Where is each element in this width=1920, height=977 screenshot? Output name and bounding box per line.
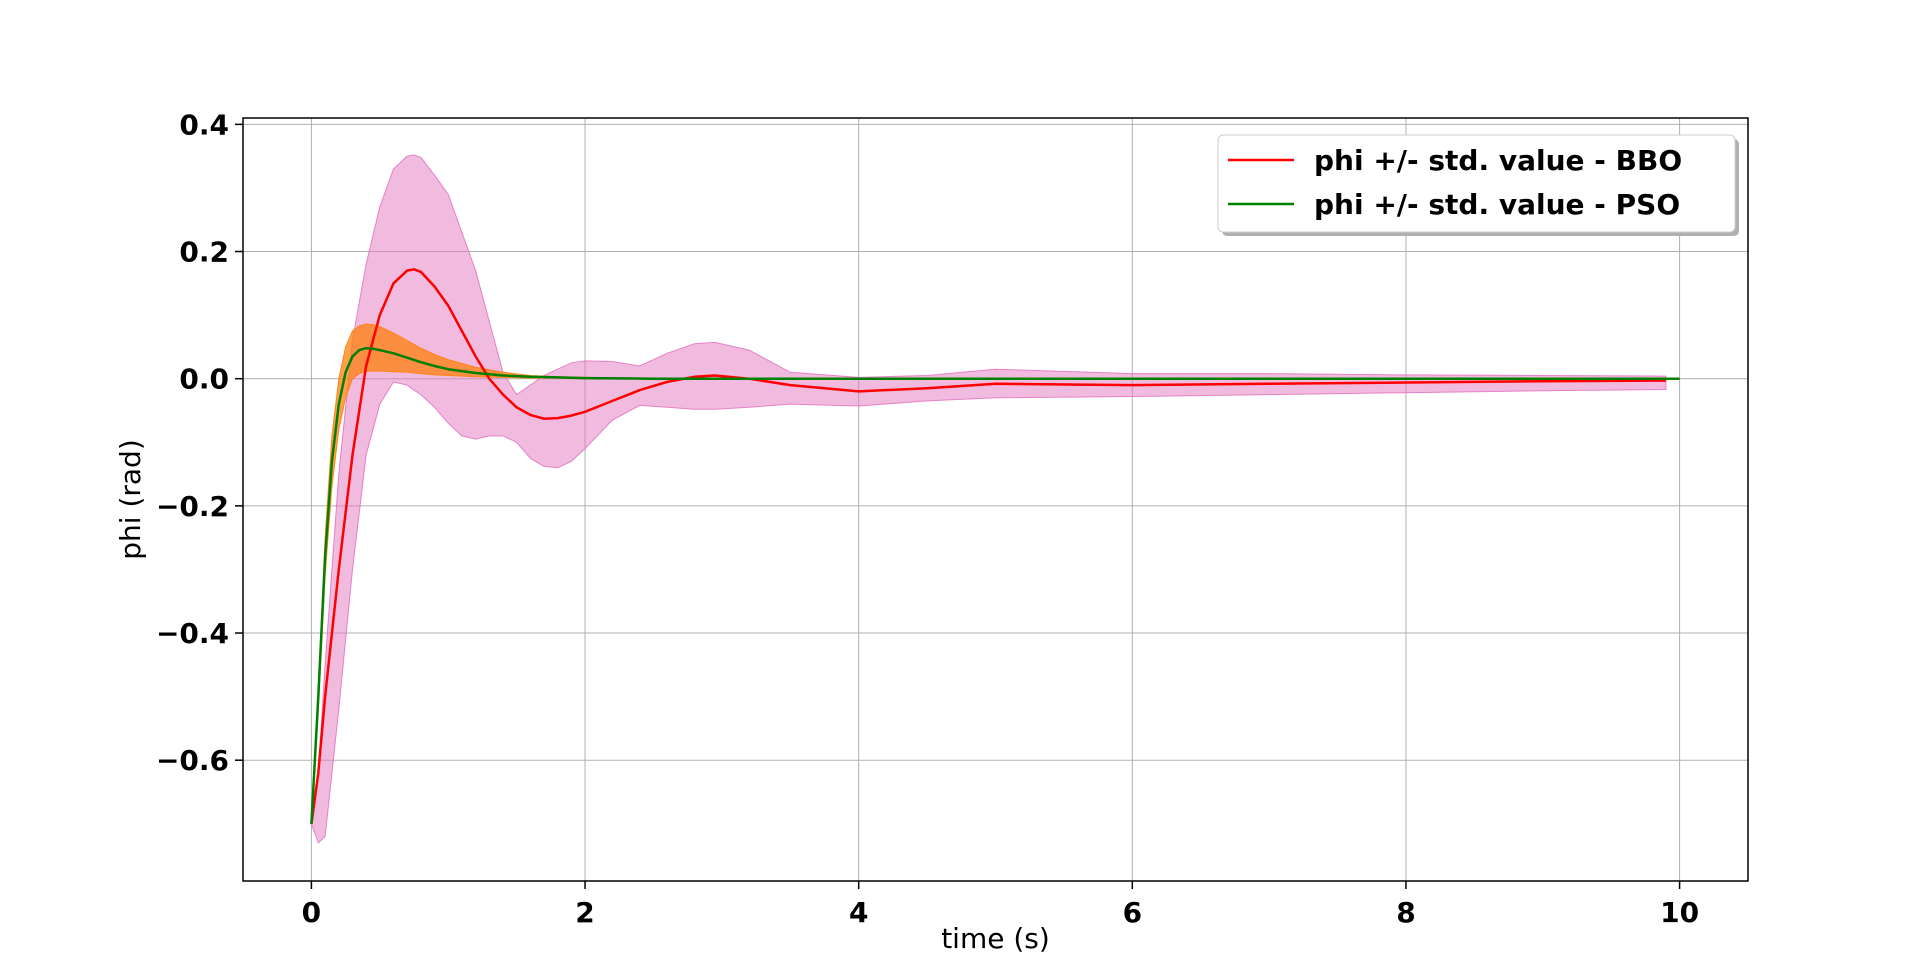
legend-box [1217,134,1736,233]
x-axis-label: time (s) [941,922,1050,955]
legend-label-bbo: phi +/- std. value - BBO [1314,144,1682,177]
std-bands [310,154,1681,844]
y-axis-ticks: −0.6 −0.4 −0.2 0.0 0.2 0.4 [156,108,243,777]
series-lines [310,268,1680,824]
legend-label-pso: phi +/- std. value - PSO [1314,188,1680,221]
y-tick-label-3: 0.0 [179,363,229,396]
x-tick-label-2: 4 [849,896,868,929]
plot-frame [242,117,1749,882]
x-tick-label-1: 2 [575,896,594,929]
y-axis-label: phi (rad) [114,439,147,560]
y-tick-label-0: −0.6 [156,744,229,777]
std-band-bbo [310,154,1667,844]
series-line-bbo [310,268,1666,824]
x-axis-ticks: 0 2 4 6 8 10 [302,881,1699,929]
y-tick-label-5: 0.4 [179,108,229,141]
x-tick-label-0: 0 [302,896,321,929]
x-tick-label-5: 10 [1660,896,1699,929]
series-line-pso [310,346,1680,824]
x-tick-label-3: 6 [1123,896,1142,929]
y-tick-label-4: 0.2 [179,236,229,269]
legend: phi +/- std. value - BBO phi +/- std. val… [1217,134,1739,236]
y-tick-label-2: −0.2 [156,490,229,523]
x-tick-label-4: 8 [1396,896,1415,929]
y-tick-label-1: −0.4 [156,617,229,650]
